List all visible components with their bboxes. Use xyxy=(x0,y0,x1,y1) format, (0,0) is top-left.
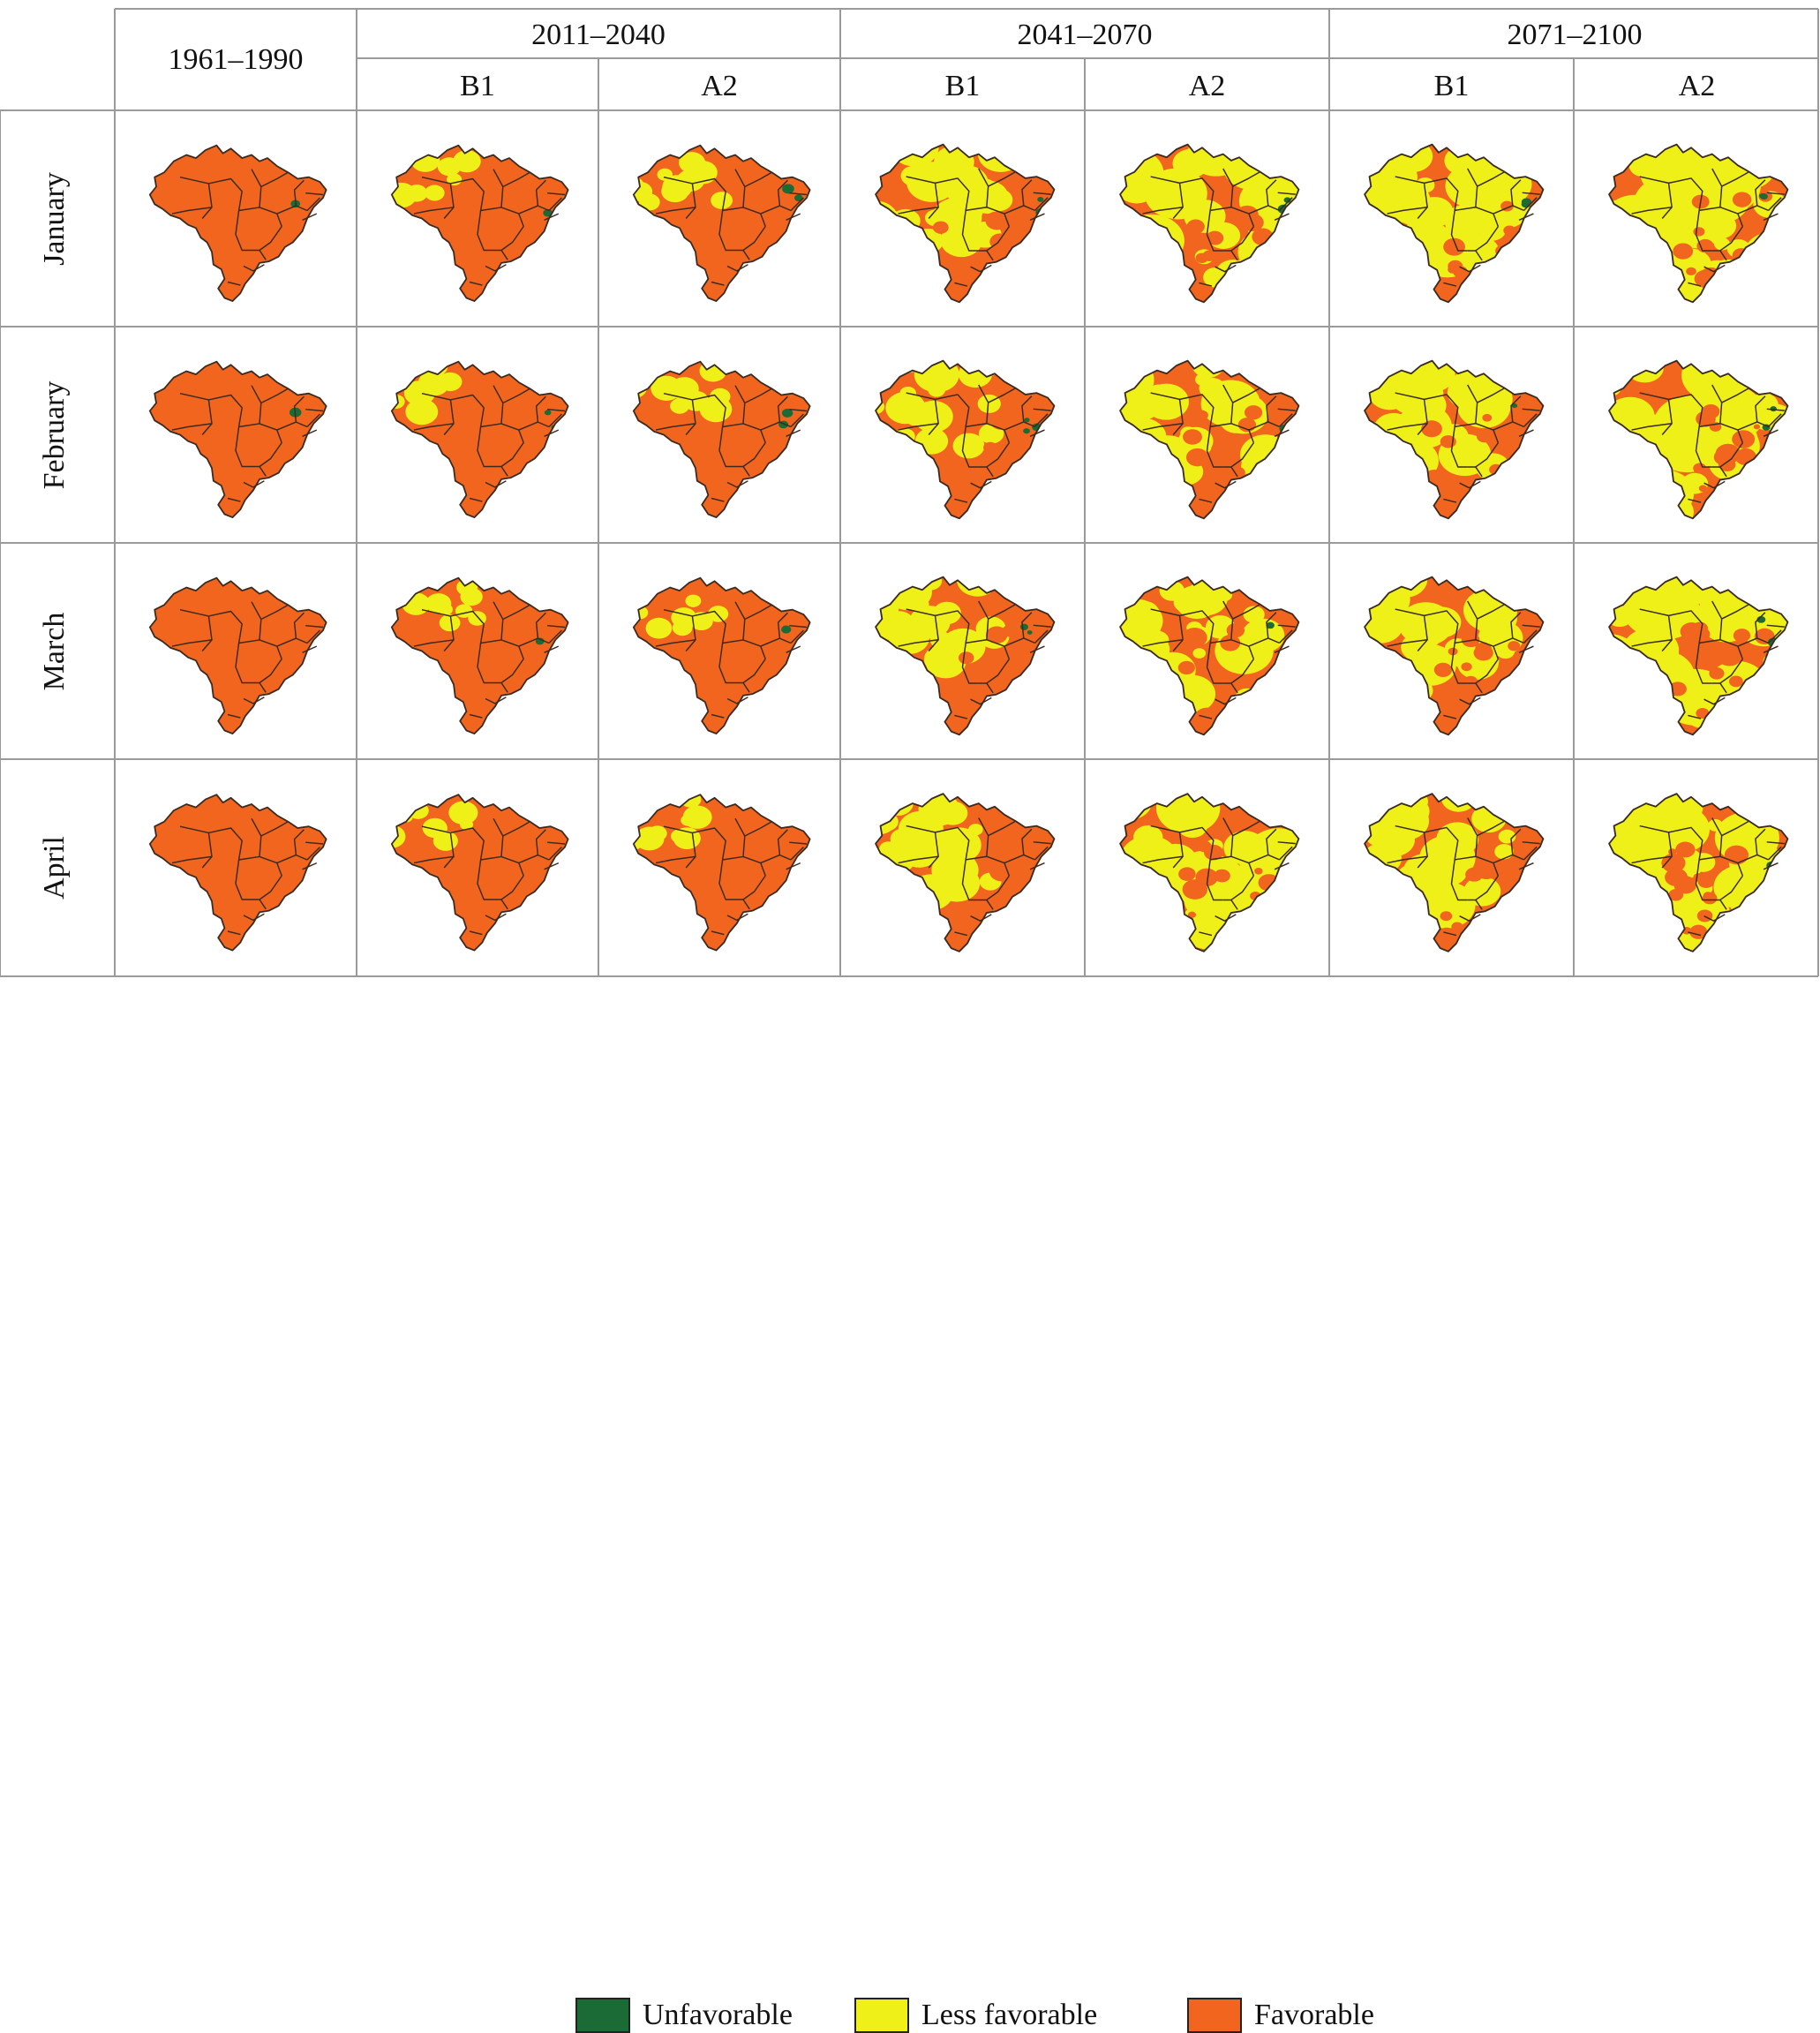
legend-label-favorable: Favorable xyxy=(1254,1999,1374,2031)
scenario-header-a2-2071: A2 xyxy=(1678,70,1716,102)
map-grid-table: 1961–1990 2011–2040 2041–2070 2071–2100 … xyxy=(0,0,1820,989)
map-april-baseline-1961-1990 xyxy=(132,770,339,966)
legend-item-less-favorable: Less favorable xyxy=(854,1998,1097,2033)
map-january-b1-2011-2040 xyxy=(374,121,581,316)
table-grid-lines xyxy=(0,8,1819,977)
row-label-march: March xyxy=(38,612,71,691)
scenario-header-b1-2011: B1 xyxy=(460,70,495,102)
map-january-b1-2071-2100 xyxy=(1347,121,1556,316)
map-april-a2-2011-2040 xyxy=(616,770,823,966)
map-april-a2-2071-2100 xyxy=(1591,770,1801,966)
map-april-b1-2041-2070 xyxy=(858,770,1067,966)
legend-label-unfavorable: Unfavorable xyxy=(643,1999,793,2031)
scenario-header-b1-2071: B1 xyxy=(1433,70,1470,102)
scenario-header-b1-2041: B1 xyxy=(944,70,981,102)
map-february-b1-2071-2100 xyxy=(1347,337,1556,532)
row-label-february: February xyxy=(38,380,71,490)
map-april-b1-2071-2100 xyxy=(1347,770,1556,966)
map-february-a2-2041-2070 xyxy=(1102,337,1312,532)
map-march-a2-2041-2070 xyxy=(1102,553,1312,749)
legend: Unfavorable Less favorable Favorable xyxy=(0,998,1820,2033)
map-march-a2-2011-2040 xyxy=(616,553,823,749)
map-march-a2-2071-2100 xyxy=(1591,553,1801,749)
map-january-a2-2011-2040 xyxy=(616,121,823,316)
legend-swatch-less-favorable xyxy=(854,1998,909,2033)
map-march-b1-2041-2070 xyxy=(858,553,1067,749)
map-january-a2-2071-2100 xyxy=(1591,121,1801,316)
period-header-2041-2070: 2041–2070 xyxy=(1017,19,1153,51)
legend-swatch-favorable xyxy=(1187,1998,1242,2033)
row-label-january: January xyxy=(38,172,71,266)
map-february-b1-2041-2070 xyxy=(858,337,1067,532)
legend-item-unfavorable: Unfavorable xyxy=(575,1998,793,2033)
legend-label-less-favorable: Less favorable xyxy=(921,1999,1098,2031)
map-april-a2-2041-2070 xyxy=(1102,770,1312,966)
scenario-header-a2-2041: A2 xyxy=(1188,70,1226,102)
map-january-b1-2041-2070 xyxy=(858,121,1067,316)
map-february-b1-2011-2040 xyxy=(374,337,581,532)
scenario-header-a2-2011: A2 xyxy=(701,70,738,102)
legend-item-favorable: Favorable xyxy=(1187,1998,1374,2033)
map-march-b1-2071-2100 xyxy=(1347,553,1556,749)
map-march-baseline-1961-1990 xyxy=(132,553,339,749)
baseline-period-header: 1961–1990 xyxy=(168,43,304,76)
map-march-b1-2011-2040 xyxy=(374,553,581,749)
row-label-april: April xyxy=(38,836,71,900)
legend-swatch-unfavorable xyxy=(575,1998,630,2033)
map-february-a2-2011-2040 xyxy=(616,337,823,532)
map-january-a2-2041-2070 xyxy=(1102,121,1312,316)
period-header-2011-2040: 2011–2040 xyxy=(531,19,666,51)
map-february-baseline-1961-1990 xyxy=(132,337,339,532)
map-february-a2-2071-2100 xyxy=(1591,337,1801,532)
period-header-2071-2100: 2071–2100 xyxy=(1507,19,1643,51)
map-january-baseline-1961-1990 xyxy=(132,121,339,316)
map-april-b1-2011-2040 xyxy=(374,770,581,966)
